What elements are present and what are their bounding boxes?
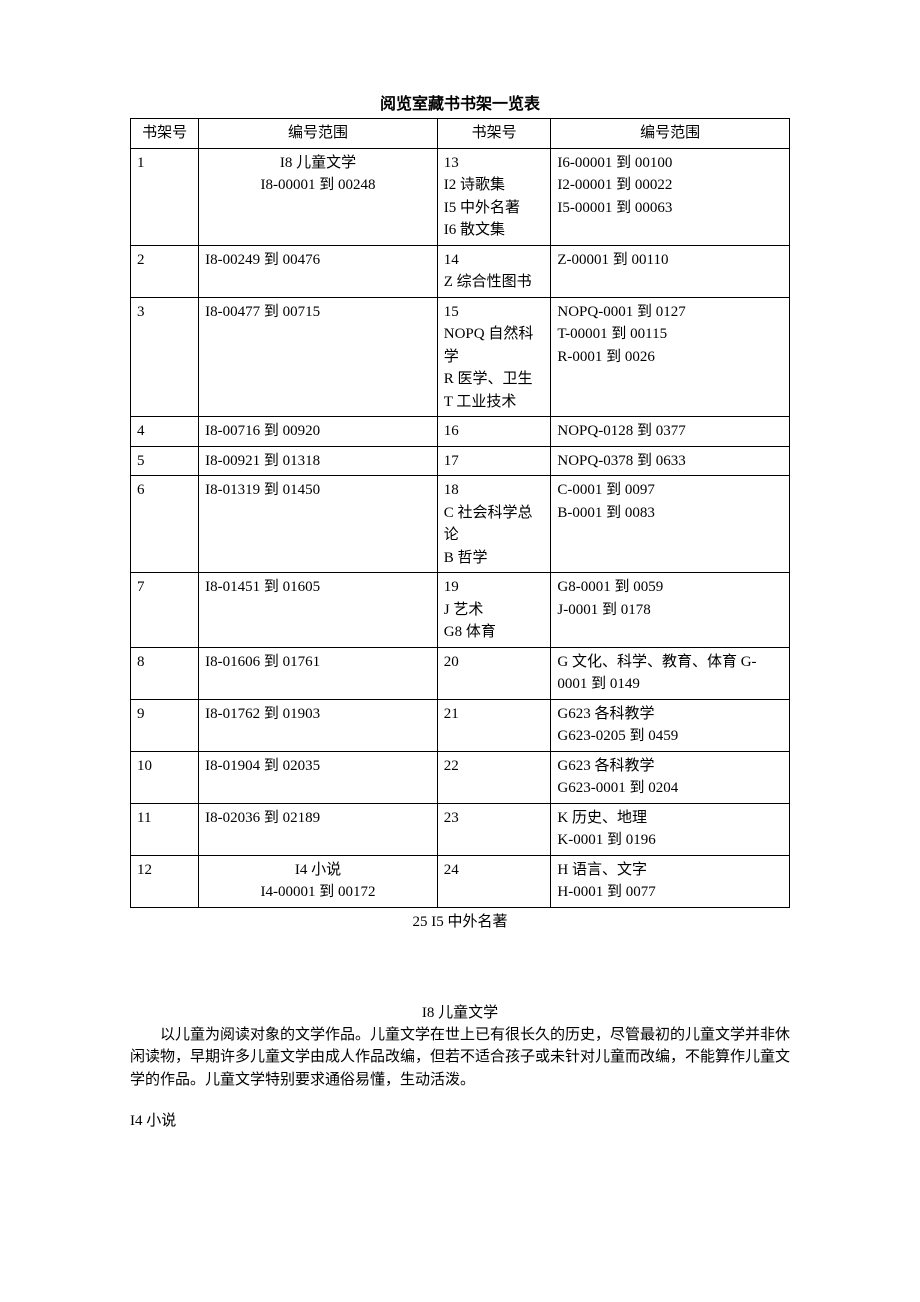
cell-range-right: NOPQ-0128 到 0377 [551, 417, 790, 447]
cell-shelf-right: 17 [437, 446, 551, 476]
cell-shelf-right: 14Z 综合性图书 [437, 245, 551, 297]
cell-range-right: I6-00001 到 00100I2-00001 到 00022I5-00001… [551, 148, 790, 245]
table-row: 12I4 小说I4-00001 到 0017224H 语言、文字H-0001 到… [131, 855, 790, 907]
table-row: 8I8-01606 到 0176120G 文化、科学、教育、体育 G-0001 … [131, 647, 790, 699]
cell-shelf-right: 22 [437, 751, 551, 803]
cell-shelf-left: 7 [131, 573, 199, 648]
cell-range-left: I8-01451 到 01605 [199, 573, 438, 648]
cell-range-left: I8-02036 到 02189 [199, 803, 438, 855]
table-row: 5I8-00921 到 0131817NOPQ-0378 到 0633 [131, 446, 790, 476]
cell-range-right: G 文化、科学、教育、体育 G-0001 到 0149 [551, 647, 790, 699]
cell-range-right: NOPQ-0001 到 0127T-00001 到 00115R-0001 到 … [551, 297, 790, 417]
section-paragraph: 以儿童为阅读对象的文学作品。儿童文学在世上已有很长久的历史，尽管最初的儿童文学并… [130, 1024, 790, 1092]
cell-shelf-left: 10 [131, 751, 199, 803]
cell-range-right: NOPQ-0378 到 0633 [551, 446, 790, 476]
cell-range-right: G623 各科教学G623-0205 到 0459 [551, 699, 790, 751]
cell-range-right: Z-00001 到 00110 [551, 245, 790, 297]
table-row: 2I8-00249 到 0047614Z 综合性图书Z-00001 到 0011… [131, 245, 790, 297]
cell-shelf-left: 12 [131, 855, 199, 907]
header-range-left: 编号范围 [199, 119, 438, 149]
cell-shelf-right: 19J 艺术G8 体育 [437, 573, 551, 648]
cell-shelf-right: 24 [437, 855, 551, 907]
cell-shelf-left: 3 [131, 297, 199, 417]
cell-range-left: I8-00921 到 01318 [199, 446, 438, 476]
cell-shelf-left: 9 [131, 699, 199, 751]
table-row: 7I8-01451 到 0160519J 艺术G8 体育G8-0001 到 00… [131, 573, 790, 648]
cell-shelf-left: 6 [131, 476, 199, 573]
header-shelf-right: 书架号 [437, 119, 551, 149]
cell-shelf-left: 8 [131, 647, 199, 699]
header-shelf-left: 书架号 [131, 119, 199, 149]
cell-range-right: G623 各科教学G623-0001 到 0204 [551, 751, 790, 803]
cell-range-left: I8-00477 到 00715 [199, 297, 438, 417]
shelf-table: 书架号 编号范围 书架号 编号范围 1I8 儿童文学I8-00001 到 002… [130, 118, 790, 908]
cell-shelf-right: 15NOPQ 自然科学R 医学、卫生T 工业技术 [437, 297, 551, 417]
table-row: 11I8-02036 到 0218923K 历史、地理K-0001 到 0196 [131, 803, 790, 855]
cell-shelf-right: 18C 社会科学总论B 哲学 [437, 476, 551, 573]
table-row: 4I8-00716 到 0092016NOPQ-0128 到 0377 [131, 417, 790, 447]
cell-shelf-right: 20 [437, 647, 551, 699]
cell-range-left: I8-01319 到 01450 [199, 476, 438, 573]
cell-range-left: I8-01904 到 02035 [199, 751, 438, 803]
table-row: 9I8-01762 到 0190321G623 各科教学G623-0205 到 … [131, 699, 790, 751]
cell-range-right: G8-0001 到 0059J-0001 到 0178 [551, 573, 790, 648]
cell-range-left: I8 儿童文学I8-00001 到 00248 [199, 148, 438, 245]
cell-shelf-right: 16 [437, 417, 551, 447]
cell-shelf-left: 5 [131, 446, 199, 476]
cell-range-right: H 语言、文字H-0001 到 0077 [551, 855, 790, 907]
table-row: 1I8 儿童文学I8-00001 到 0024813I2 诗歌集I5 中外名著I… [131, 148, 790, 245]
cell-shelf-right: 21 [437, 699, 551, 751]
table-footnote: 25 I5 中外名著 [130, 910, 790, 931]
table-header-row: 书架号 编号范围 书架号 编号范围 [131, 119, 790, 149]
cell-range-left: I8-01762 到 01903 [199, 699, 438, 751]
cell-shelf-right: 23 [437, 803, 551, 855]
section-label: I4 小说 [130, 1109, 790, 1130]
document-title: 阅览室藏书书架一览表 [130, 90, 790, 114]
cell-range-left: I8-00249 到 00476 [199, 245, 438, 297]
cell-shelf-left: 2 [131, 245, 199, 297]
table-row: 10I8-01904 到 0203522G623 各科教学G623-0001 到… [131, 751, 790, 803]
cell-shelf-left: 1 [131, 148, 199, 245]
cell-range-right: K 历史、地理K-0001 到 0196 [551, 803, 790, 855]
cell-range-left: I8-00716 到 00920 [199, 417, 438, 447]
cell-range-left: I4 小说I4-00001 到 00172 [199, 855, 438, 907]
section-title: I8 儿童文学 [130, 1001, 790, 1022]
cell-shelf-left: 4 [131, 417, 199, 447]
table-row: 3I8-00477 到 0071515NOPQ 自然科学R 医学、卫生T 工业技… [131, 297, 790, 417]
cell-shelf-left: 11 [131, 803, 199, 855]
table-row: 6I8-01319 到 0145018C 社会科学总论B 哲学C-0001 到 … [131, 476, 790, 573]
cell-range-right: C-0001 到 0097B-0001 到 0083 [551, 476, 790, 573]
cell-range-left: I8-01606 到 01761 [199, 647, 438, 699]
header-range-right: 编号范围 [551, 119, 790, 149]
cell-shelf-right: 13I2 诗歌集I5 中外名著I6 散文集 [437, 148, 551, 245]
